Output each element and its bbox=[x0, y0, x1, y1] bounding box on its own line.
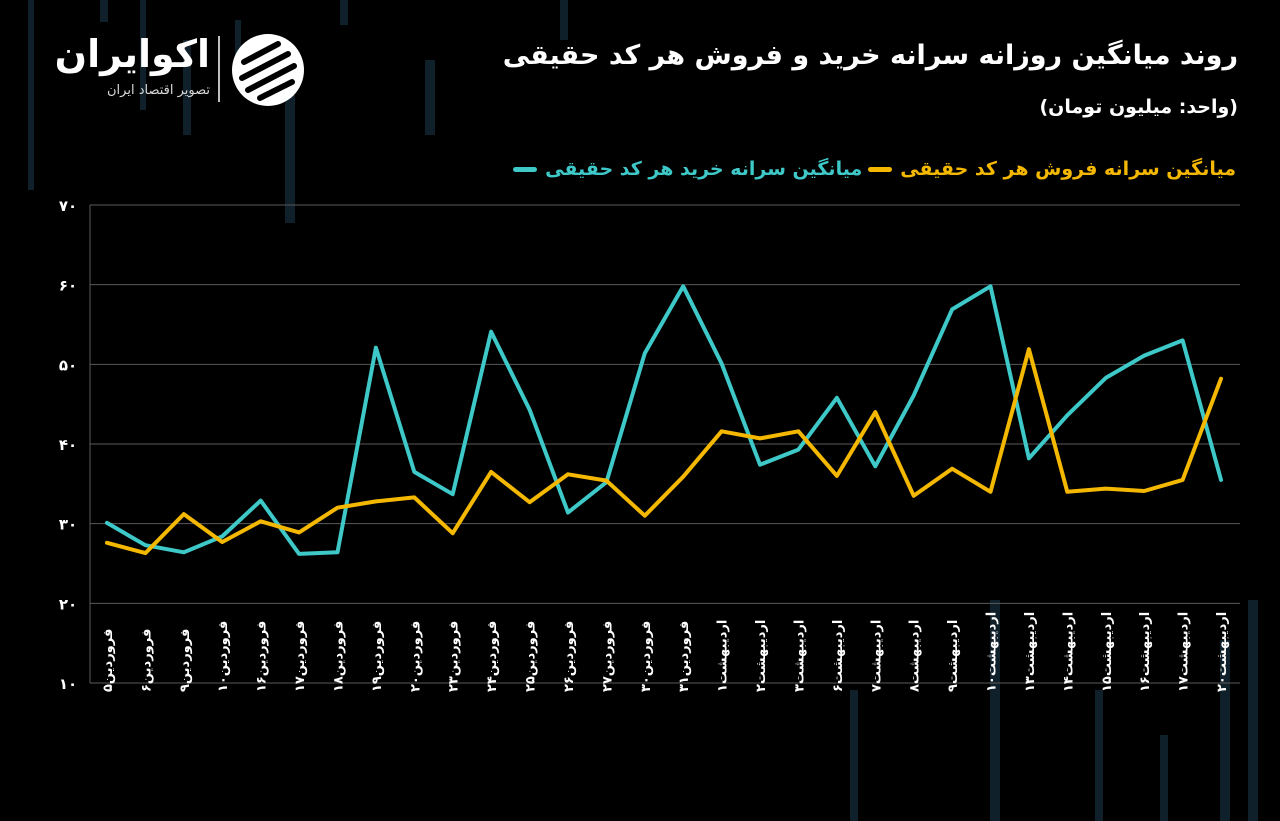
background-candle bbox=[28, 0, 34, 190]
x-tick-label: اردیبهشت۶ bbox=[831, 620, 846, 692]
x-tick-label: اردیبهشت۱۰ bbox=[985, 612, 1000, 692]
background-candle bbox=[1248, 600, 1258, 821]
x-tick-label: اردیبهشت۸ bbox=[908, 620, 923, 692]
x-tick-label: فروردین۹ bbox=[178, 629, 193, 692]
background-candle bbox=[285, 95, 295, 223]
brand-logo: اکوایران تصویر اقتصاد ایران bbox=[50, 30, 320, 120]
x-tick-label: فروردین۱۸ bbox=[331, 621, 346, 692]
x-tick-label: اردیبهشت۹ bbox=[946, 620, 961, 692]
background-candle bbox=[425, 60, 435, 135]
x-tick-label: فروردین۳۱ bbox=[677, 621, 692, 692]
background-candle bbox=[183, 40, 191, 135]
legend-item-buy: میانگین سرانه خرید هر کد حقیقی bbox=[513, 158, 862, 180]
x-tick-label: اردیبهشت۱۳ bbox=[1023, 612, 1038, 692]
brand-name: اکوایران bbox=[54, 32, 210, 76]
x-tick-label: فروردین۱۹ bbox=[370, 621, 385, 692]
legend-item-sell: میانگین سرانه فروش هر کد حقیقی bbox=[868, 158, 1236, 180]
chart-unit: (واحد: میلیون تومان) bbox=[1039, 96, 1238, 118]
y-tick-label: ۷۰ bbox=[59, 197, 77, 215]
x-tick-label: اردیبهشت۱۵ bbox=[1100, 612, 1115, 692]
legend-label-buy: میانگین سرانه خرید هر کد حقیقی bbox=[545, 158, 863, 180]
x-tick-label: فروردین۳۰ bbox=[639, 621, 654, 692]
brand-mark-icon bbox=[232, 34, 304, 106]
background-candle bbox=[100, 0, 108, 22]
y-tick-label: ۴۰ bbox=[59, 436, 77, 454]
chart-title: روند میانگین روزانه سرانه خرید و فروش هر… bbox=[502, 40, 1238, 71]
x-tick-label: فروردین۱۶ bbox=[255, 621, 270, 692]
x-axis-ticks: فروردین۵ فروردین۶ فروردین۹ فروردین۱۰ فروردین… bbox=[101, 612, 1230, 692]
background-candle bbox=[560, 0, 568, 40]
x-tick-label: اردیبهشت۱۶ bbox=[1138, 612, 1153, 692]
background-candle bbox=[850, 690, 858, 821]
x-tick-label: اردیبهشت۱۷ bbox=[1177, 612, 1192, 692]
x-tick-label: اردیبهشت۱ bbox=[716, 620, 731, 692]
x-tick-label: اردیبهشت۳ bbox=[792, 620, 807, 692]
y-axis-ticks: ۱۰ ۲۰ ۳۰ ۴۰ ۵۰ ۶۰ ۷۰ bbox=[59, 197, 77, 693]
y-tick-label: ۶۰ bbox=[59, 277, 77, 295]
x-tick-label: فروردین۲۰ bbox=[408, 621, 423, 692]
background-candle bbox=[990, 600, 1000, 821]
grid bbox=[89, 204, 1240, 684]
y-tick-label: ۲۰ bbox=[59, 595, 77, 613]
x-tick-label: اردیبهشت۲ bbox=[754, 620, 769, 692]
x-tick-label: فروردین۲۷ bbox=[600, 621, 615, 692]
x-tick-label: فروردین۶ bbox=[139, 629, 154, 692]
logo-divider bbox=[218, 36, 220, 102]
x-tick-label: فروردین۱۰ bbox=[216, 621, 231, 692]
legend-swatch-sell bbox=[868, 166, 893, 172]
x-tick-label: فروردین۲۵ bbox=[524, 621, 539, 692]
y-tick-label: ۵۰ bbox=[59, 356, 77, 374]
x-tick-label: اردیبهشت۲۰ bbox=[1215, 612, 1230, 692]
buy-series-line bbox=[105, 284, 1223, 556]
background-candle bbox=[1095, 690, 1103, 821]
legend-label-sell: میانگین سرانه فروش هر کد حقیقی bbox=[900, 158, 1236, 180]
x-tick-label: فروردین۱۷ bbox=[293, 621, 308, 692]
x-tick-label: فروردین۲۴ bbox=[485, 621, 500, 692]
sell-series-line bbox=[105, 347, 1223, 556]
legend: میانگین سرانه خرید هر کد حقیقی میانگین س… bbox=[513, 158, 1236, 180]
x-tick-label: فروردین۲۶ bbox=[562, 621, 577, 692]
x-tick-label: اردیبهشت۷ bbox=[869, 620, 884, 692]
background-candle bbox=[340, 0, 348, 25]
background-candle bbox=[235, 20, 241, 80]
x-tick-label: فروردین۲۳ bbox=[447, 621, 462, 692]
x-tick-label: فروردین۵ bbox=[101, 629, 116, 692]
y-tick-label: ۳۰ bbox=[59, 516, 77, 534]
legend-swatch-buy bbox=[513, 166, 538, 172]
background-candle bbox=[1220, 640, 1230, 821]
x-tick-label: اردیبهشت۱۴ bbox=[1061, 612, 1076, 692]
series-lines bbox=[105, 284, 1223, 556]
brand-tagline: تصویر اقتصاد ایران bbox=[107, 83, 210, 98]
background-candle bbox=[140, 0, 146, 110]
y-tick-label: ۱۰ bbox=[59, 675, 77, 693]
background-candle bbox=[1160, 735, 1168, 821]
